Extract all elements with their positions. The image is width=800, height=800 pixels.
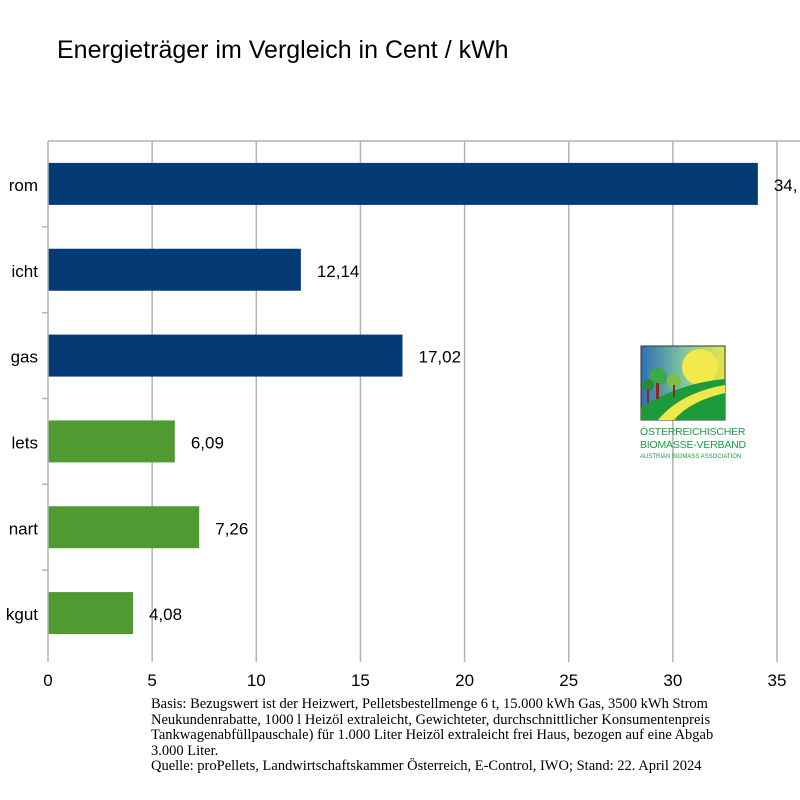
category-label: lets bbox=[12, 433, 38, 452]
data-label: 17,02 bbox=[419, 348, 462, 367]
bar bbox=[48, 334, 403, 377]
footnote-line: Basis: Bezugswert ist der Heizwert, Pell… bbox=[151, 696, 708, 712]
x-tick-label: 0 bbox=[43, 671, 52, 690]
footnote-line: Tankwagenabfüllpauschale) für 1.000 Lite… bbox=[151, 727, 714, 743]
category-label: nart bbox=[9, 519, 39, 538]
data-label: 7,26 bbox=[215, 519, 248, 538]
x-tick-label: 5 bbox=[147, 671, 156, 690]
x-tick-label: 15 bbox=[351, 671, 370, 690]
data-label: 6,09 bbox=[191, 433, 224, 452]
data-label: 4,08 bbox=[149, 605, 182, 624]
category-label: gas bbox=[11, 348, 38, 367]
category-label: kgut bbox=[6, 605, 38, 624]
x-tick-label: 20 bbox=[455, 671, 474, 690]
footnote-line: Quelle: proPellets, Landwirtschaftskamme… bbox=[151, 758, 702, 774]
category-label: rom bbox=[9, 176, 38, 195]
logo-landscape-icon bbox=[640, 345, 726, 421]
logo-line-2: BIOMASSE-VERBAND bbox=[640, 439, 746, 451]
bar bbox=[48, 592, 133, 635]
bar bbox=[48, 248, 301, 291]
x-tick-label: 10 bbox=[247, 671, 266, 690]
logo-line-3: AUSTRIAN BIOMASS ASSOCIATION bbox=[640, 454, 742, 460]
category-label: icht bbox=[12, 262, 39, 281]
footnote-line: 3.000 Liter. bbox=[151, 742, 219, 759]
x-tick-label: 25 bbox=[559, 671, 578, 690]
biomasse-verband-logo: ÖSTERREICHISCHER BIOMASSE-VERBAND AUSTRI… bbox=[640, 345, 746, 460]
data-label: 12,14 bbox=[317, 262, 360, 281]
chart-title: Energieträger im Vergleich in Cent / kWh bbox=[57, 36, 509, 64]
x-tick-label: 30 bbox=[663, 671, 682, 690]
data-label: 34, bbox=[774, 176, 798, 195]
bar bbox=[48, 506, 200, 549]
bar bbox=[48, 420, 175, 463]
footnote: Basis: Bezugswert ist der Heizwert, Pell… bbox=[151, 696, 714, 775]
bar bbox=[48, 162, 758, 205]
x-tick-label: 35 bbox=[768, 671, 787, 690]
footnote-line: Neukundenrabatte, 1000 l Heizöl extralei… bbox=[151, 711, 711, 728]
logo-line-1: ÖSTERREICHISCHER bbox=[640, 426, 746, 438]
